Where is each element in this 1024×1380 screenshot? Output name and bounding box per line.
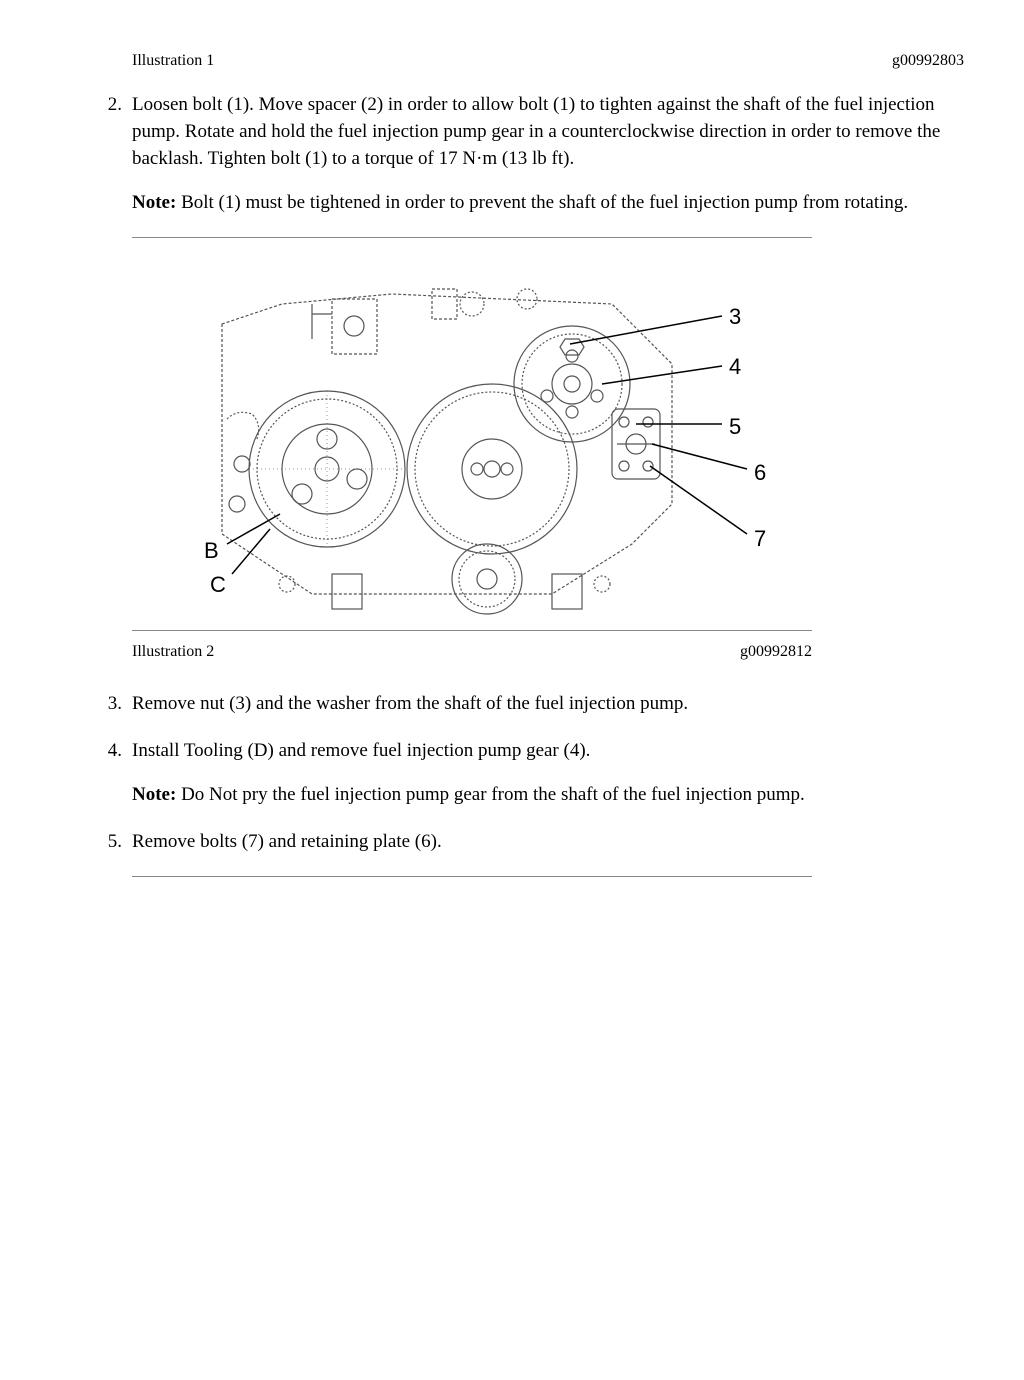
step-4: 4. Install Tooling (D) and remove fuel i…	[60, 738, 964, 809]
figure-2-container: 3 4 5 6 7 B C	[132, 237, 964, 631]
step-2-number: 2.	[60, 92, 132, 216]
illustration-1-code: g00992803	[892, 50, 964, 72]
callout-3: 3	[729, 302, 741, 333]
step-5-body: Remove bolts (7) and retaining plate (6)…	[132, 829, 964, 856]
callout-7: 7	[754, 524, 766, 555]
illustration-2-label: Illustration 2	[132, 641, 214, 663]
step-4-note-text: Do Not pry the fuel injection pump gear …	[176, 784, 804, 805]
step-4-note-label: Note:	[132, 784, 176, 805]
step-5-number: 5.	[60, 829, 132, 856]
step-2-note: Note: Bolt (1) must be tightened in orde…	[132, 190, 964, 217]
figure-2-top-rule	[132, 237, 812, 238]
callout-C: C	[210, 570, 226, 601]
step-4-note: Note: Do Not pry the fuel injection pump…	[132, 782, 964, 809]
step-2-note-label: Note:	[132, 192, 176, 213]
illustration-2-code: g00992812	[740, 641, 812, 663]
step-2-text: Loosen bolt (1). Move spacer (2) in orde…	[132, 92, 964, 172]
step-2-body: Loosen bolt (1). Move spacer (2) in orde…	[132, 92, 964, 216]
figure-3-top-rule	[132, 876, 812, 877]
illustration-2-row: Illustration 2 g00992812	[132, 641, 812, 663]
callout-4: 4	[729, 352, 741, 383]
step-5-text: Remove bolts (7) and retaining plate (6)…	[132, 829, 964, 856]
step-5: 5. Remove bolts (7) and retaining plate …	[60, 829, 964, 856]
step-2: 2. Loosen bolt (1). Move spacer (2) in o…	[60, 92, 964, 216]
step-4-text: Install Tooling (D) and remove fuel inje…	[132, 738, 964, 765]
callout-B: B	[204, 536, 219, 567]
step-4-number: 4.	[60, 738, 132, 809]
step-4-body: Install Tooling (D) and remove fuel inje…	[132, 738, 964, 809]
step-3-number: 3.	[60, 691, 132, 718]
illustration-1-label: Illustration 1	[132, 50, 214, 72]
step-3: 3. Remove nut (3) and the washer from th…	[60, 691, 964, 718]
step-3-body: Remove nut (3) and the washer from the s…	[132, 691, 964, 718]
illustration-1-row: Illustration 1 g00992803	[132, 50, 964, 72]
step-3-text: Remove nut (3) and the washer from the s…	[132, 691, 964, 718]
engine-diagram-svg	[132, 244, 812, 624]
step-2-note-text: Bolt (1) must be tightened in order to p…	[176, 192, 908, 213]
callout-6: 6	[754, 458, 766, 489]
figure-2-image: 3 4 5 6 7 B C	[132, 244, 812, 624]
figure-3-container	[132, 876, 964, 877]
callout-5: 5	[729, 412, 741, 443]
figure-2-bottom-rule	[132, 630, 812, 631]
